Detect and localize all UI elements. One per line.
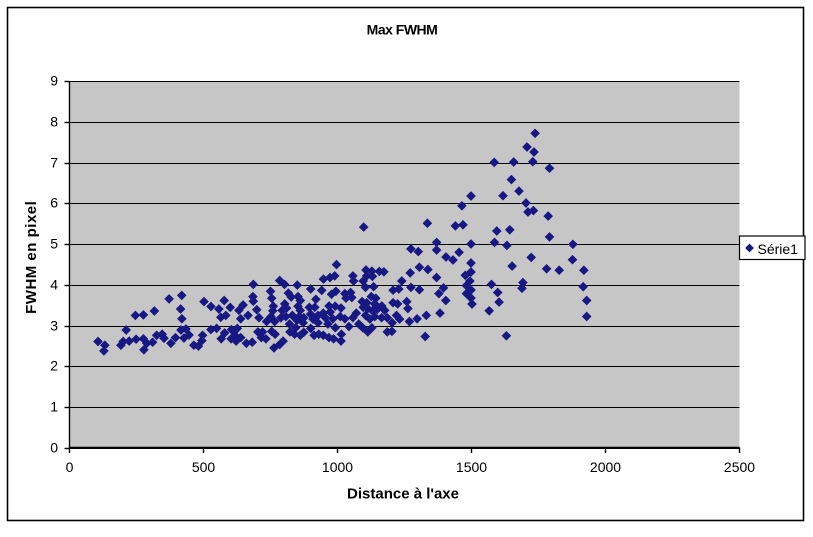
svg-text:2500: 2500 <box>724 459 755 475</box>
svg-text:FWHM en pixel: FWHM en pixel <box>23 201 40 314</box>
svg-text:0: 0 <box>66 459 74 475</box>
svg-text:5: 5 <box>50 236 58 252</box>
svg-text:1: 1 <box>50 399 58 415</box>
svg-text:4: 4 <box>50 277 58 293</box>
svg-text:500: 500 <box>192 459 216 475</box>
svg-text:6: 6 <box>50 195 58 211</box>
svg-text:Max FWHM: Max FWHM <box>367 22 438 38</box>
svg-text:Série1: Série1 <box>758 241 799 257</box>
svg-text:2: 2 <box>50 358 58 374</box>
svg-text:Distance à l'axe: Distance à l'axe <box>347 485 459 502</box>
svg-text:2000: 2000 <box>590 459 621 475</box>
svg-text:1500: 1500 <box>456 459 487 475</box>
svg-text:1000: 1000 <box>322 459 353 475</box>
svg-text:7: 7 <box>50 155 58 171</box>
svg-text:0: 0 <box>50 440 58 456</box>
svg-text:3: 3 <box>50 318 58 334</box>
svg-text:8: 8 <box>50 114 58 130</box>
svg-text:9: 9 <box>50 73 58 89</box>
